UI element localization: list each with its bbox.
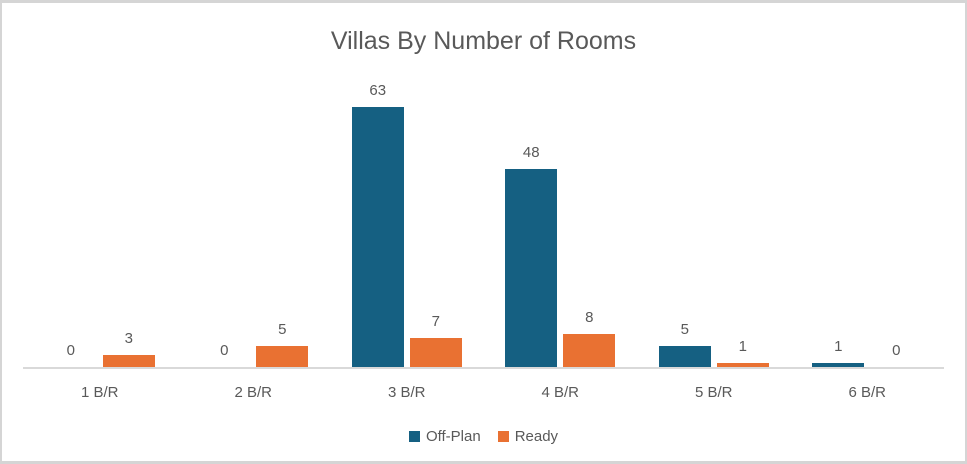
x-axis-line	[23, 367, 944, 369]
legend-item-ready[interactable]: Ready	[497, 428, 559, 445]
x-axis-label-2-b-r: 2 B/R	[234, 384, 272, 401]
legend-item-off-plan[interactable]: Off-Plan	[408, 428, 481, 445]
legend-label-ready: Ready	[514, 428, 559, 445]
bar-ready-3-b-r[interactable]	[409, 338, 462, 367]
plot-area: 0 3 0 5 63 7 48 8 5 1 1 0	[23, 70, 944, 369]
legend-swatch-icon-ready	[497, 431, 509, 442]
data-label-ready-2-b-r: 5	[278, 321, 287, 338]
data-label-off-plan-1-b-r: 0	[66, 342, 75, 359]
bar-ready-2-b-r[interactable]	[256, 346, 309, 367]
data-label-ready-5-b-r: 1	[738, 338, 747, 355]
bar-off-plan-3-b-r[interactable]	[351, 107, 404, 367]
data-label-ready-1-b-r: 3	[124, 330, 133, 347]
data-label-off-plan-2-b-r: 0	[220, 342, 229, 359]
data-label-off-plan-4-b-r: 48	[522, 144, 540, 161]
x-axis-label-3-b-r: 3 B/R	[387, 384, 426, 401]
data-label-ready-4-b-r: 8	[585, 309, 594, 326]
bar-off-plan-6-b-r[interactable]	[812, 363, 865, 367]
x-axis-label-5-b-r: 5 B/R	[694, 384, 733, 401]
data-label-off-plan-6-b-r: 1	[834, 338, 843, 355]
data-label-ready-3-b-r: 7	[431, 313, 440, 330]
legend-label-off-plan: Off-Plan	[425, 428, 481, 445]
x-axis-labels: 1 B/R 2 B/R 3 B/R 4 B/R 5 B/R 6 B/R	[23, 383, 944, 403]
x-axis-label-1-b-r: 1 B/R	[80, 384, 119, 401]
bar-ready-5-b-r[interactable]	[716, 363, 769, 367]
bar-ready-4-b-r[interactable]	[563, 334, 616, 367]
x-axis-label-6-b-r: 6 B/R	[848, 384, 886, 401]
bar-off-plan-4-b-r[interactable]	[505, 169, 558, 367]
bar-ready-1-b-r[interactable]	[102, 355, 155, 367]
data-label-off-plan-5-b-r: 5	[680, 321, 689, 338]
chart-title[interactable]: Villas By Number of Rooms	[330, 27, 637, 55]
legend: Off-Plan Ready	[2, 428, 965, 445]
x-axis-label-4-b-r: 4 B/R	[541, 384, 579, 401]
data-label-ready-6-b-r: 0	[892, 342, 901, 359]
legend-swatch-icon-off-plan	[408, 431, 420, 442]
bar-off-plan-5-b-r[interactable]	[658, 346, 711, 367]
data-label-off-plan-3-b-r: 63	[369, 82, 387, 99]
